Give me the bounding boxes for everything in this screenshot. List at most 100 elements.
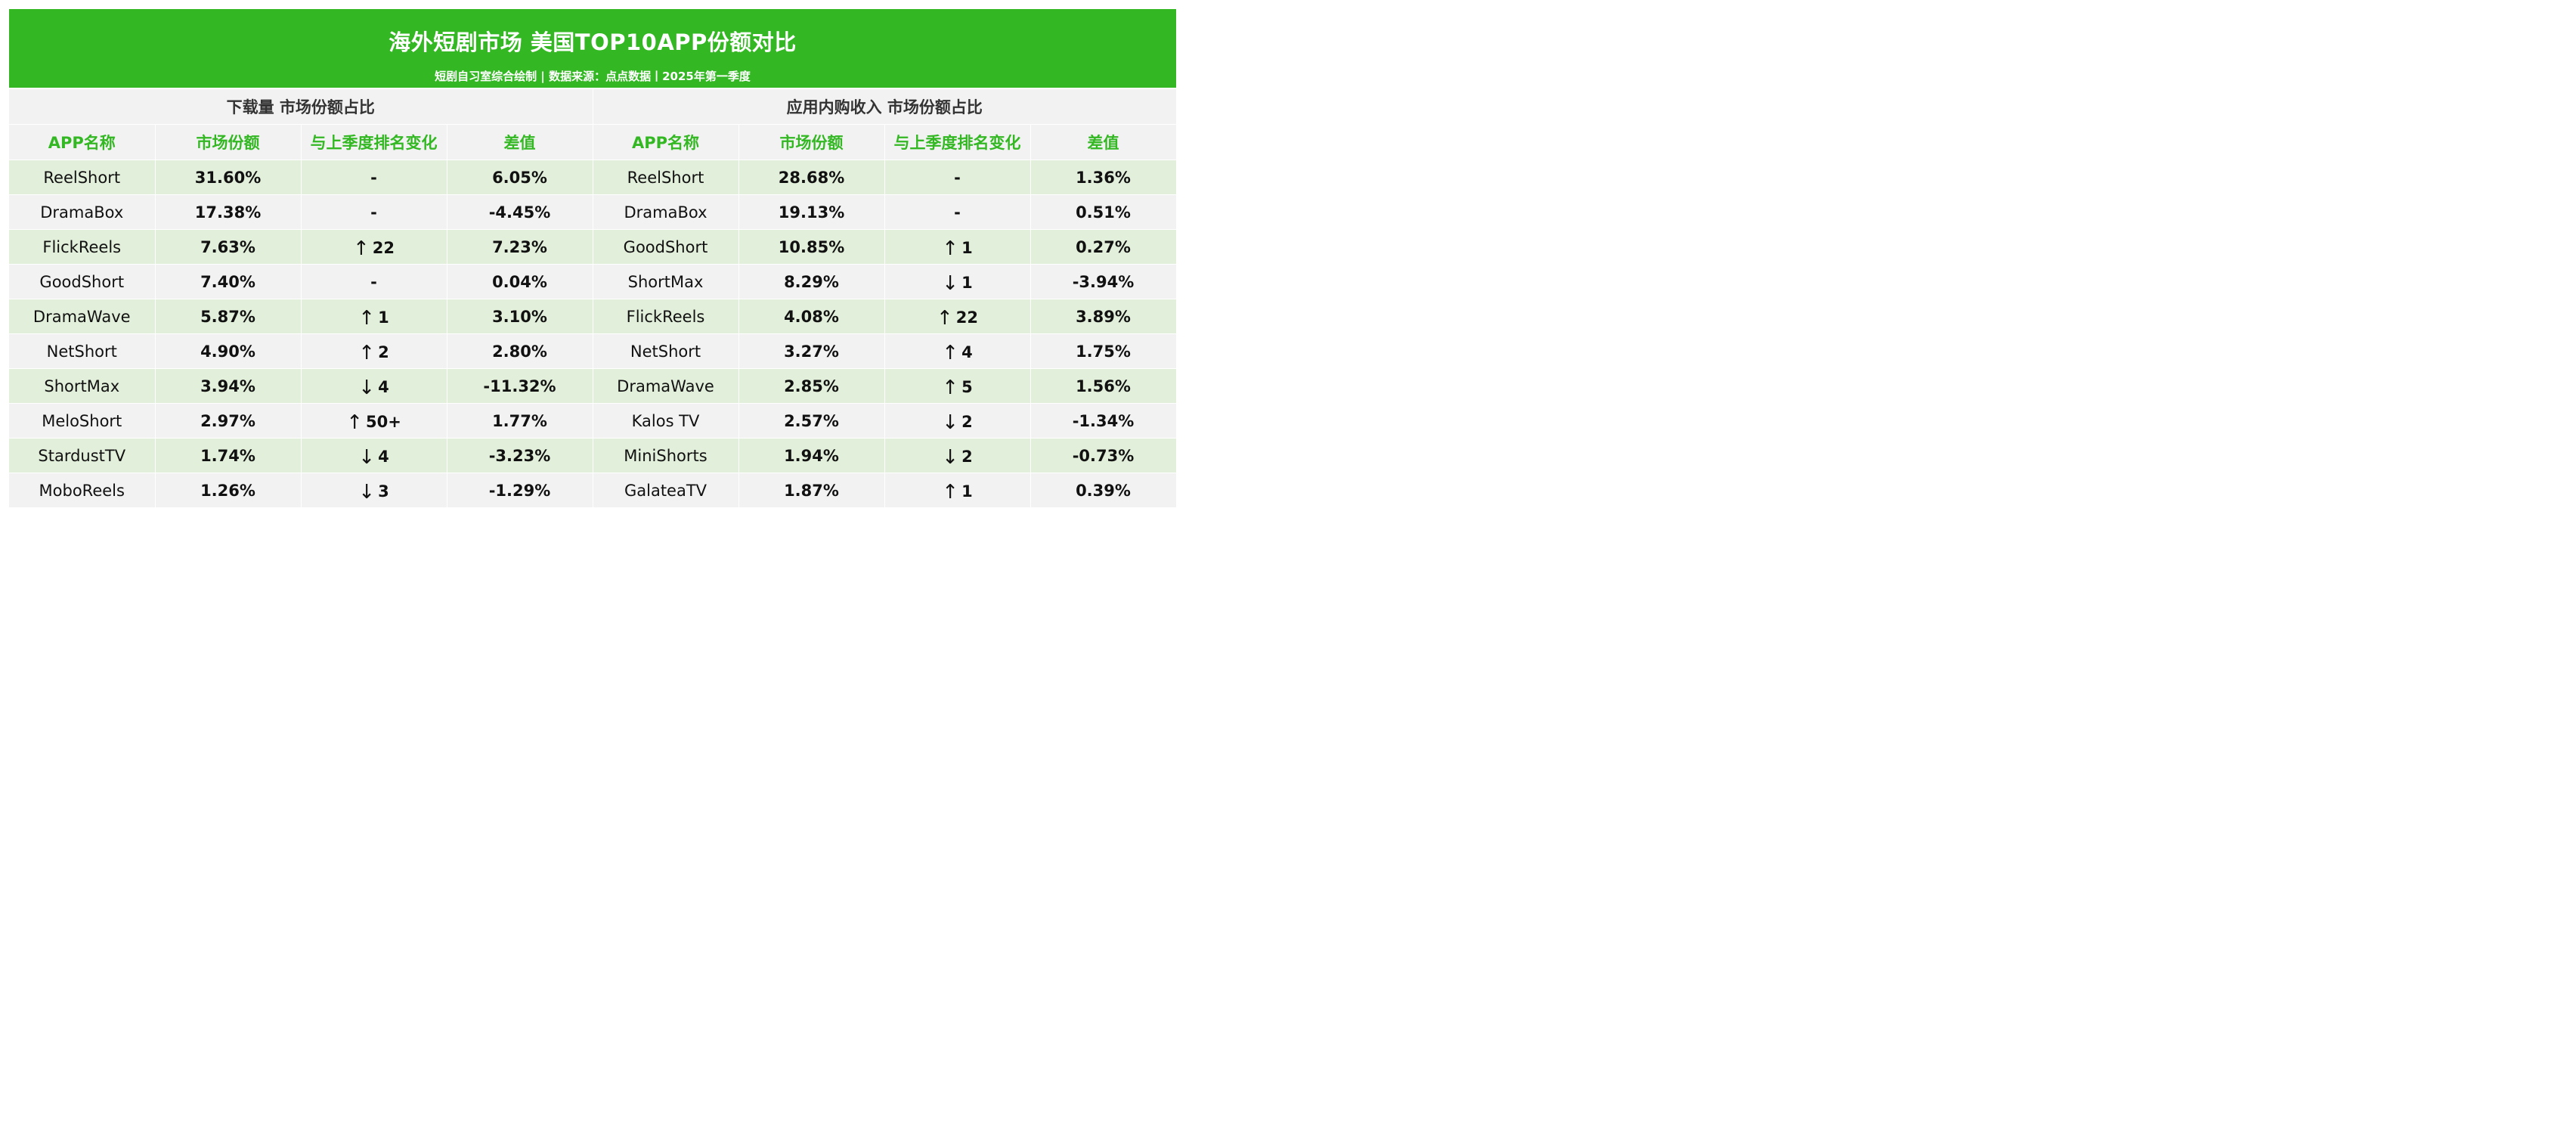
- rank-change-cell: -: [301, 194, 447, 230]
- app-name-cell: GoodShort: [9, 264, 156, 299]
- difference-cell: 0.27%: [1030, 229, 1177, 265]
- rank-change-value: 4: [961, 342, 973, 361]
- arrow-up-icon: ↑: [346, 411, 363, 434]
- market-share-cell: 1.87%: [738, 473, 885, 508]
- table-row: ReelShort 31.60% -6.05% ReelShort 28.68% -1.3…: [9, 160, 1177, 195]
- app-name-cell: FlickReels: [9, 229, 156, 265]
- app-name-cell: ShortMax: [9, 368, 156, 404]
- table-row: DramaBox 17.38% - -4.45% DramaBox 19.13% -0.51…: [9, 194, 1177, 230]
- app-name-cell: Kalos TV: [593, 403, 739, 439]
- col-header-app-name: APP名称: [9, 124, 156, 160]
- rank-change-value: 1: [961, 482, 973, 501]
- col-header-rank-change: 与上季度排名变化: [301, 124, 447, 160]
- market-share-cell: 1.94%: [738, 438, 885, 473]
- difference-cell: -1.34%: [1030, 403, 1177, 439]
- col-header-market-share: 市场份额: [738, 124, 885, 160]
- app-name-cell: MiniShorts: [593, 438, 739, 473]
- difference-cell: 1.75%: [1030, 333, 1177, 369]
- market-share-cell: 7.63%: [155, 229, 302, 265]
- app-name-cell: MoboReels: [9, 473, 156, 508]
- market-share-cell: 1.74%: [155, 438, 302, 473]
- market-share-cell: 31.60%: [155, 160, 302, 195]
- difference-cell: -3.94%: [1030, 264, 1177, 299]
- rank-change-cell: ↓ 4: [301, 368, 447, 404]
- market-share-cell: 19.13%: [738, 194, 885, 230]
- difference-cell: 2.80%: [447, 333, 593, 369]
- rank-change-value: -: [370, 203, 377, 222]
- app-name-cell: DramaBox: [593, 194, 739, 230]
- difference-cell: 7.23%: [447, 229, 593, 265]
- arrow-up-icon: ↑: [358, 341, 376, 364]
- arrow-down-icon: ↓: [358, 376, 376, 399]
- arrow-up-icon: ↑: [942, 341, 959, 364]
- rank-change-value: 2: [961, 412, 973, 431]
- app-name-cell: GalateaTV: [593, 473, 739, 508]
- rank-change-value: 22: [955, 308, 979, 327]
- column-header-row: APP名称 市场份额 与上季度排名变化 差值 APP名称 市场份额 与上季度排名…: [9, 124, 1177, 160]
- app-name-cell: NetShort: [593, 333, 739, 369]
- rank-change-value: 4: [378, 447, 389, 466]
- market-share-cell: 4.08%: [738, 299, 885, 334]
- difference-cell: 1.56%: [1030, 368, 1177, 404]
- market-share-cell: 2.97%: [155, 403, 302, 439]
- difference-cell: 0.51%: [1030, 194, 1177, 230]
- market-share-cell: 3.27%: [738, 333, 885, 369]
- market-share-cell: 1.26%: [155, 473, 302, 508]
- rank-change-cell: -: [301, 160, 447, 195]
- arrow-down-icon: ↓: [942, 271, 959, 295]
- page-subtitle: 短剧自习室综合绘制 | 数据来源：点点数据丨2025年第一季度: [435, 70, 751, 83]
- rank-change-value: 2: [961, 447, 973, 466]
- difference-cell: -4.45%: [447, 194, 593, 230]
- market-share-cell: 5.87%: [155, 299, 302, 334]
- app-name-cell: ReelShort: [593, 160, 739, 195]
- arrow-up-icon: ↑: [942, 237, 959, 260]
- col-header-rank-change: 与上季度排名变化: [884, 124, 1031, 160]
- market-share-cell: 10.85%: [738, 229, 885, 265]
- arrow-down-icon: ↓: [942, 411, 959, 434]
- rank-change-cell: ↑ 2: [301, 333, 447, 369]
- difference-cell: -1.29%: [447, 473, 593, 508]
- difference-cell: 3.89%: [1030, 299, 1177, 334]
- difference-cell: -3.23%: [447, 438, 593, 473]
- col-header-difference: 差值: [1030, 124, 1177, 160]
- market-share-cell: 17.38%: [155, 194, 302, 230]
- difference-cell: 1.77%: [447, 403, 593, 439]
- section-header-row: 下载量 市场份额占比 应用内购收入 市场份额占比: [9, 89, 1176, 125]
- rank-change-cell: ↑ 4: [884, 333, 1031, 369]
- rank-change-value: 5: [961, 377, 973, 396]
- rank-change-value: 22: [372, 238, 395, 257]
- rank-change-value: 1: [961, 273, 973, 292]
- arrow-up-icon: ↑: [358, 306, 376, 330]
- app-name-cell: MeloShort: [9, 403, 156, 439]
- rank-change-cell: ↑ 1: [301, 299, 447, 334]
- market-share-cell: 8.29%: [738, 264, 885, 299]
- difference-cell: 0.04%: [447, 264, 593, 299]
- table-row: GoodShort 7.40% -0.04% ShortMax 8.29% ↓ 1 -3.94…: [9, 264, 1177, 299]
- downloads-section-title: 下载量 市场份额占比: [9, 89, 593, 125]
- arrow-up-icon: ↑: [352, 237, 370, 260]
- table-row: FlickReels 7.63% ↑ 22 7.23% GoodShort 10.85% ↑ 1…: [9, 229, 1177, 265]
- rank-change-cell: ↓ 1: [884, 264, 1031, 299]
- title-banner: 海外短剧市场 美国TOP10APP份额对比 短剧自习室综合绘制 | 数据来源：点…: [9, 9, 1176, 88]
- rank-change-cell: ↑ 22: [884, 299, 1031, 334]
- table-row: StardustTV 1.74% ↓ 4 -3.23% MiniShorts 1.94% ↓ 2…: [9, 438, 1177, 473]
- market-share-cell: 28.68%: [738, 160, 885, 195]
- difference-cell: 1.36%: [1030, 160, 1177, 195]
- rank-change-cell: -: [301, 264, 447, 299]
- rank-change-cell: -: [884, 194, 1031, 230]
- market-share-cell: 2.57%: [738, 403, 885, 439]
- col-header-market-share: 市场份额: [155, 124, 302, 160]
- table-row: ShortMax 3.94% ↓ 4 -11.32% DramaWave 2.85% ↑ 5 1.…: [9, 368, 1177, 404]
- revenue-section-title: 应用内购收入 市场份额占比: [593, 89, 1176, 125]
- app-name-cell: FlickReels: [593, 299, 739, 334]
- table-row: NetShort 4.90% ↑ 2 2.80% NetShort 3.27% ↑ 4 1.75%: [9, 333, 1177, 369]
- rank-change-value: 3: [378, 482, 389, 501]
- market-share-table: 下载量 市场份额占比 应用内购收入 市场份额占比 APP名称 市场份额 与上季度…: [9, 89, 1177, 508]
- market-share-cell: 3.94%: [155, 368, 302, 404]
- market-share-cell: 4.90%: [155, 333, 302, 369]
- table-row: MeloShort 2.97% ↑ 50+ 1.77% Kalos TV 2.57% ↓ 2 -1…: [9, 403, 1177, 439]
- arrow-up-icon: ↑: [942, 376, 959, 399]
- rank-change-value: -: [370, 272, 377, 291]
- rank-change-value: 4: [378, 377, 389, 396]
- arrow-down-icon: ↓: [358, 445, 376, 469]
